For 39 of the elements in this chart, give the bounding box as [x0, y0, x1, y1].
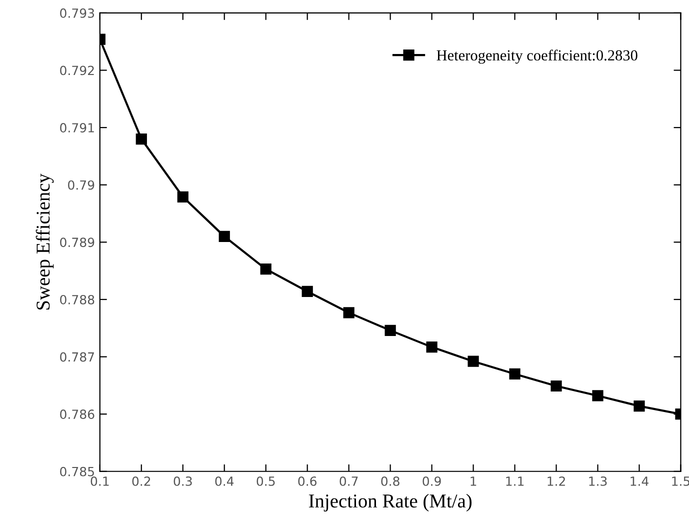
y-tick-label: 0.787 [60, 352, 94, 362]
y-tick-label: 0.791 [60, 123, 94, 132]
x-tick-label: 0.6 [298, 476, 316, 486]
point [468, 356, 479, 367]
x-tick-label: 0.9 [422, 476, 441, 486]
point [136, 133, 147, 145]
y-tick-label: 0.792 [60, 66, 94, 76]
y-tick-label: 0.788 [60, 294, 94, 304]
x-tick-label: 0.1 [90, 476, 109, 486]
point [177, 191, 188, 202]
point [218, 230, 230, 242]
x-tick-label: 0.3 [174, 476, 192, 486]
x-tick-label: 1 [470, 476, 476, 486]
point [509, 368, 520, 380]
point [592, 390, 604, 402]
y-tick-label: 0.793 [60, 8, 94, 18]
y-axis-title: Sweep Efficiency [36, 174, 54, 310]
point [302, 286, 313, 297]
x-tick-label: 1.1 [506, 476, 524, 486]
point [260, 264, 272, 275]
y-tick-label: 0.79 [68, 180, 94, 190]
x-tick-label: 0.4 [215, 476, 234, 486]
x-tick-label: 0.7 [340, 476, 358, 486]
point [384, 324, 396, 336]
x-tick-label: 1.3 [589, 476, 607, 486]
x-tick-label: 0.5 [256, 476, 275, 486]
point [634, 400, 645, 412]
x-tick-label: 0.2 [132, 476, 150, 486]
point [343, 307, 354, 318]
y-tick-label: 0.789 [60, 238, 94, 248]
x-tick-label: 0.8 [381, 476, 400, 486]
y-tick-label: 0.785 [60, 466, 94, 476]
x-axis-title: Injection Rate (Mt/a) [308, 494, 472, 512]
y-tick-label: 0.786 [60, 410, 94, 420]
x-tick-label: 1.2 [548, 476, 565, 486]
point [550, 380, 562, 392]
x-tick-label: 1.4 [630, 476, 648, 486]
point [426, 341, 438, 353]
legend-label: Heterogeneity coefficient:0.2830 [436, 50, 638, 64]
